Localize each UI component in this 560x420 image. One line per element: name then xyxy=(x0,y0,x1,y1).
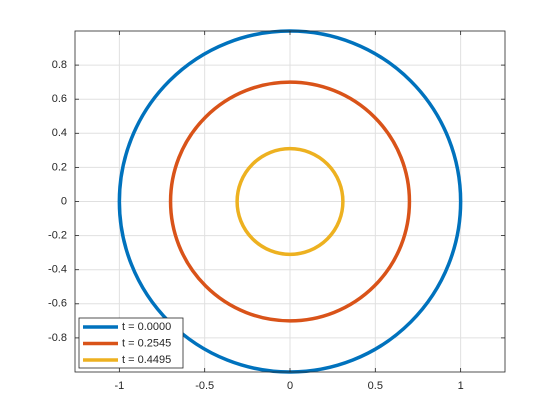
circle xyxy=(235,146,345,257)
x-tick-label: -1 xyxy=(114,380,124,392)
y-tick-label: 0.2 xyxy=(52,161,67,173)
x-tick-label: -0.5 xyxy=(195,380,214,392)
y-tick-label: 0.4 xyxy=(52,127,67,139)
x-tick-label: 0 xyxy=(287,380,293,392)
x-tick-label: 0.5 xyxy=(368,380,383,392)
y-tick-label: -0.8 xyxy=(48,332,67,344)
legend: t = 0.0000 t = 0.2545 t = 0.4495 xyxy=(78,317,184,369)
y-tick-label: 0 xyxy=(61,195,67,207)
y-tick-label: -0.2 xyxy=(48,230,67,242)
y-tick-label: -0.6 xyxy=(48,298,67,310)
circle xyxy=(168,80,412,323)
x-tick-label: 1 xyxy=(458,380,464,392)
y-tick-label: 0.6 xyxy=(52,93,67,105)
legend-label: t = 0.2545 xyxy=(122,337,171,349)
legend-label: t = 0.0000 xyxy=(122,321,171,333)
legend-label: t = 0.4495 xyxy=(122,354,171,366)
y-tick-label: 0.8 xyxy=(52,59,67,71)
y-tick-label: -0.4 xyxy=(48,264,67,276)
